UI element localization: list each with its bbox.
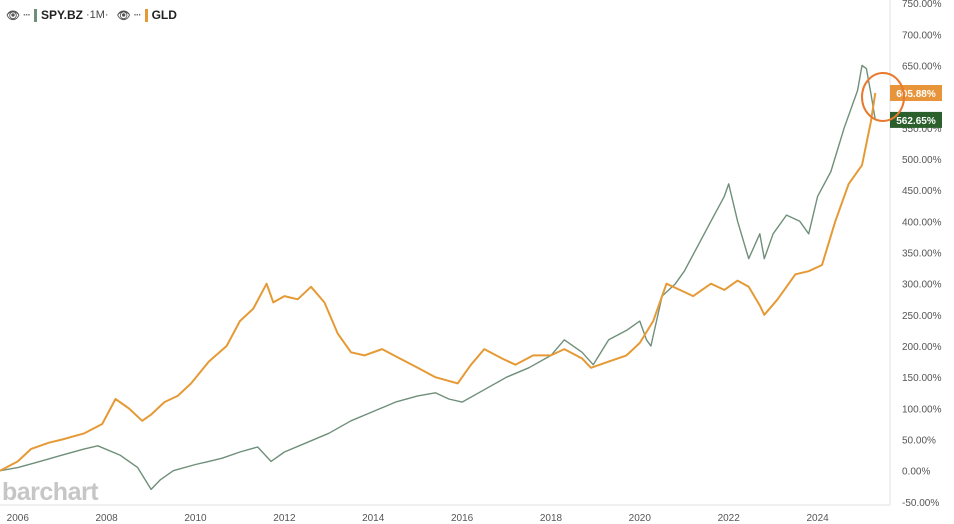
- y-tick-label: 150.00%: [902, 373, 942, 384]
- highlight-circle-annotation: [861, 72, 905, 122]
- y-tick-label: 700.00%: [902, 30, 942, 41]
- y-tick-label: 550.00%: [902, 124, 942, 135]
- legend-interval[interactable]: ·1M·: [85, 9, 109, 21]
- ellipsis-icon[interactable]: ···: [22, 9, 31, 21]
- x-tick-label: 2024: [806, 513, 829, 524]
- y-tick-label: 500.00%: [902, 155, 942, 166]
- spy-last-value-badge: [890, 111, 942, 128]
- y-tick-label: 250.00%: [902, 311, 942, 322]
- x-tick-label: 2008: [95, 513, 118, 524]
- legend-item-spy[interactable]: 👁 ··· SPY.BZ ·1M·: [6, 8, 109, 22]
- x-tick-label: 2014: [362, 513, 385, 524]
- x-tick-label: 2016: [451, 513, 474, 524]
- ellipsis-icon[interactable]: ···: [133, 9, 142, 21]
- y-tick-label: 50.00%: [902, 436, 936, 447]
- y-tick-label: 0.00%: [902, 467, 930, 478]
- y-tick-label: -50.00%: [902, 498, 939, 509]
- y-axis: 750.00%700.00%650.00%600.00%550.00%500.0…: [902, 0, 942, 509]
- y-tick-label: 350.00%: [902, 249, 942, 260]
- legend-item-gld[interactable]: 👁 ··· GLD: [117, 8, 177, 22]
- x-tick-label: 2020: [629, 513, 652, 524]
- x-axis: 2006 2008 2010 2012 2014 2016 2018 2020 2022 2024: [7, 513, 829, 524]
- x-tick-label: 2018: [540, 513, 563, 524]
- legend-symbol-gld: GLD: [151, 8, 177, 22]
- y-tick-label: 400.00%: [902, 217, 942, 228]
- eye-icon[interactable]: 👁: [6, 9, 20, 22]
- gld-last-value-badge-text: 605.88%: [896, 89, 936, 100]
- y-tick-label: 200.00%: [902, 342, 942, 353]
- y-tick-label: 300.00%: [902, 280, 942, 291]
- eye-icon[interactable]: 👁: [116, 9, 131, 22]
- y-tick-label: 450.00%: [902, 186, 942, 197]
- last-value-badges: 562.65% 605.88%: [890, 85, 942, 128]
- legend-swatch-gld: [144, 8, 148, 22]
- legend-swatch-spy: [33, 8, 37, 22]
- y-tick-label: 750.00%: [902, 0, 942, 10]
- series-layer: [0, 64, 877, 491]
- x-tick-label: 2006: [7, 513, 30, 524]
- gld-line: [0, 92, 877, 472]
- y-tick-label: 650.00%: [902, 62, 942, 73]
- x-tick-label: 2012: [273, 513, 296, 524]
- spy-last-value-badge-text: 562.65%: [896, 116, 936, 127]
- barchart-watermark: barchart: [2, 478, 99, 506]
- x-tick-label: 2022: [718, 513, 741, 524]
- spy-line: [0, 64, 876, 491]
- x-tick-label: 2010: [184, 513, 207, 524]
- chart-legend: 👁 ··· SPY.BZ ·1M· 👁 ··· GLD: [6, 5, 185, 25]
- y-tick-label: 100.00%: [902, 404, 942, 415]
- legend-symbol-spy: SPY.BZ: [40, 8, 83, 22]
